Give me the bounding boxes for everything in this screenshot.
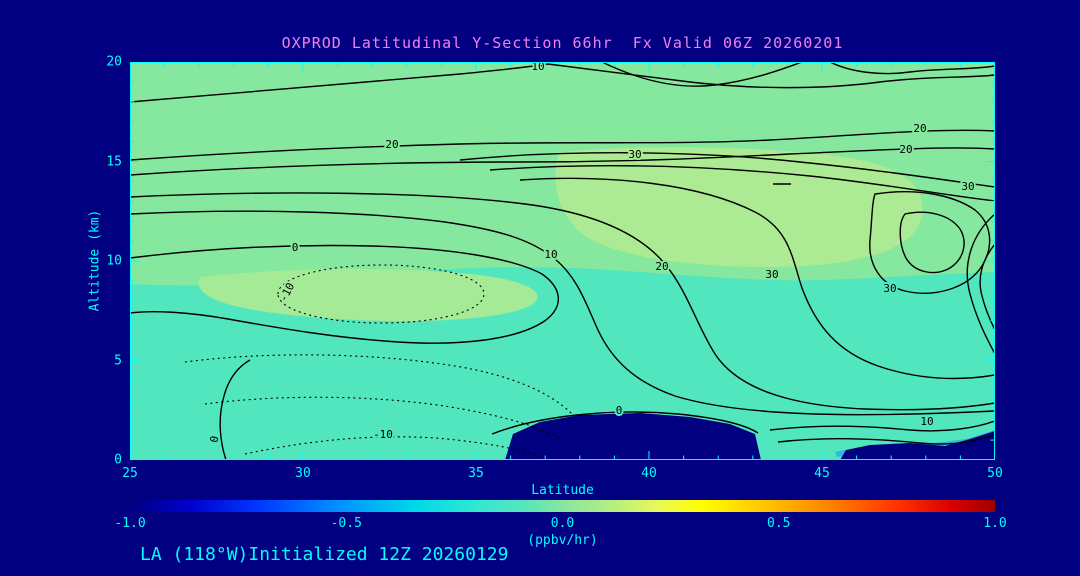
y-tick-label: 0 — [114, 452, 122, 468]
contour-plot: 10 20 20 30 30 20 0 10 20 30 30 -10 0 -1… — [130, 62, 995, 460]
contour-label: 20 — [899, 143, 912, 156]
x-tick-label: 40 — [641, 466, 657, 481]
contour-line — [489, 165, 995, 202]
contour-label: -10 — [373, 428, 393, 441]
colorbar-tick: -0.5 — [330, 516, 362, 531]
chart-title: OXPROD Latitudinal Y-Section 66hr Fx Val… — [281, 34, 844, 52]
contour-label: 0 — [292, 241, 299, 254]
contour-line — [130, 210, 995, 416]
contour-line — [459, 152, 995, 188]
contour-line — [130, 244, 560, 344]
contour-line — [130, 192, 995, 411]
y-tick-label: 20 — [106, 54, 122, 70]
contour-line — [899, 211, 965, 274]
colorbar-tick: 0.0 — [550, 516, 575, 531]
contour-label: 20 — [655, 260, 668, 273]
colorbar-units-label: (ppbv/hr) — [527, 533, 598, 548]
colorbar-tick: -1.0 — [114, 516, 146, 531]
init-info-text: LA (118°W)Initialized 12Z 20260129 — [140, 544, 509, 565]
colorbar-tick-labels: -1.0 -0.5 0.0 0.5 1.0 — [114, 516, 1006, 532]
contour-line — [130, 147, 995, 176]
axis-ticks — [130, 62, 995, 460]
contour-line — [769, 420, 995, 432]
terrain-center — [505, 413, 761, 460]
y-tick-label: 5 — [114, 353, 122, 368]
contour-line — [829, 62, 995, 75]
fill-patch-left-mid — [198, 268, 538, 322]
contour-line-negative — [244, 436, 551, 460]
x-axis-label: Latitude — [531, 483, 594, 498]
contour-line — [601, 62, 803, 87]
contour-label: 30 — [765, 268, 778, 281]
contour-lines — [130, 62, 995, 460]
y-tick-label: 10 — [106, 253, 122, 269]
colorbar-tick: 0.5 — [767, 516, 791, 531]
contour-line-negative — [277, 264, 485, 324]
contour-label: 30 — [883, 282, 896, 295]
x-tick-label: 25 — [122, 466, 138, 481]
contour-line — [979, 243, 995, 331]
x-tick-label: 45 — [814, 466, 830, 481]
contour-label: 30 — [961, 180, 974, 193]
x-tick-label: 35 — [468, 466, 484, 481]
x-tick-label: 50 — [987, 466, 1003, 481]
colorbar-tick: 1.0 — [983, 516, 1007, 531]
fill-regions — [130, 62, 995, 460]
fill-patch-upper-right — [555, 147, 923, 267]
contour-line-negative — [204, 396, 563, 441]
contour-line — [869, 191, 991, 294]
contour-label: 10 — [920, 415, 933, 428]
x-tick-label: 30 — [295, 466, 311, 481]
contour-line — [966, 213, 995, 355]
contour-label: 10 — [531, 62, 544, 73]
terrain-right — [840, 431, 995, 460]
contour-label: 0 — [616, 404, 623, 417]
contour-label: 30 — [628, 148, 641, 161]
contour-line — [219, 359, 251, 460]
colorbar — [130, 500, 995, 512]
contour-label: 20 — [385, 138, 398, 151]
contour-line-negative — [184, 354, 573, 415]
contour-line — [130, 129, 995, 161]
contour-line — [491, 411, 759, 435]
contour-line — [130, 63, 995, 103]
contour-line — [519, 177, 995, 380]
contour-label: 10 — [544, 248, 557, 261]
contour-line — [777, 433, 995, 445]
y-tick-label: 15 — [106, 154, 122, 169]
contour-label: 20 — [913, 122, 926, 135]
